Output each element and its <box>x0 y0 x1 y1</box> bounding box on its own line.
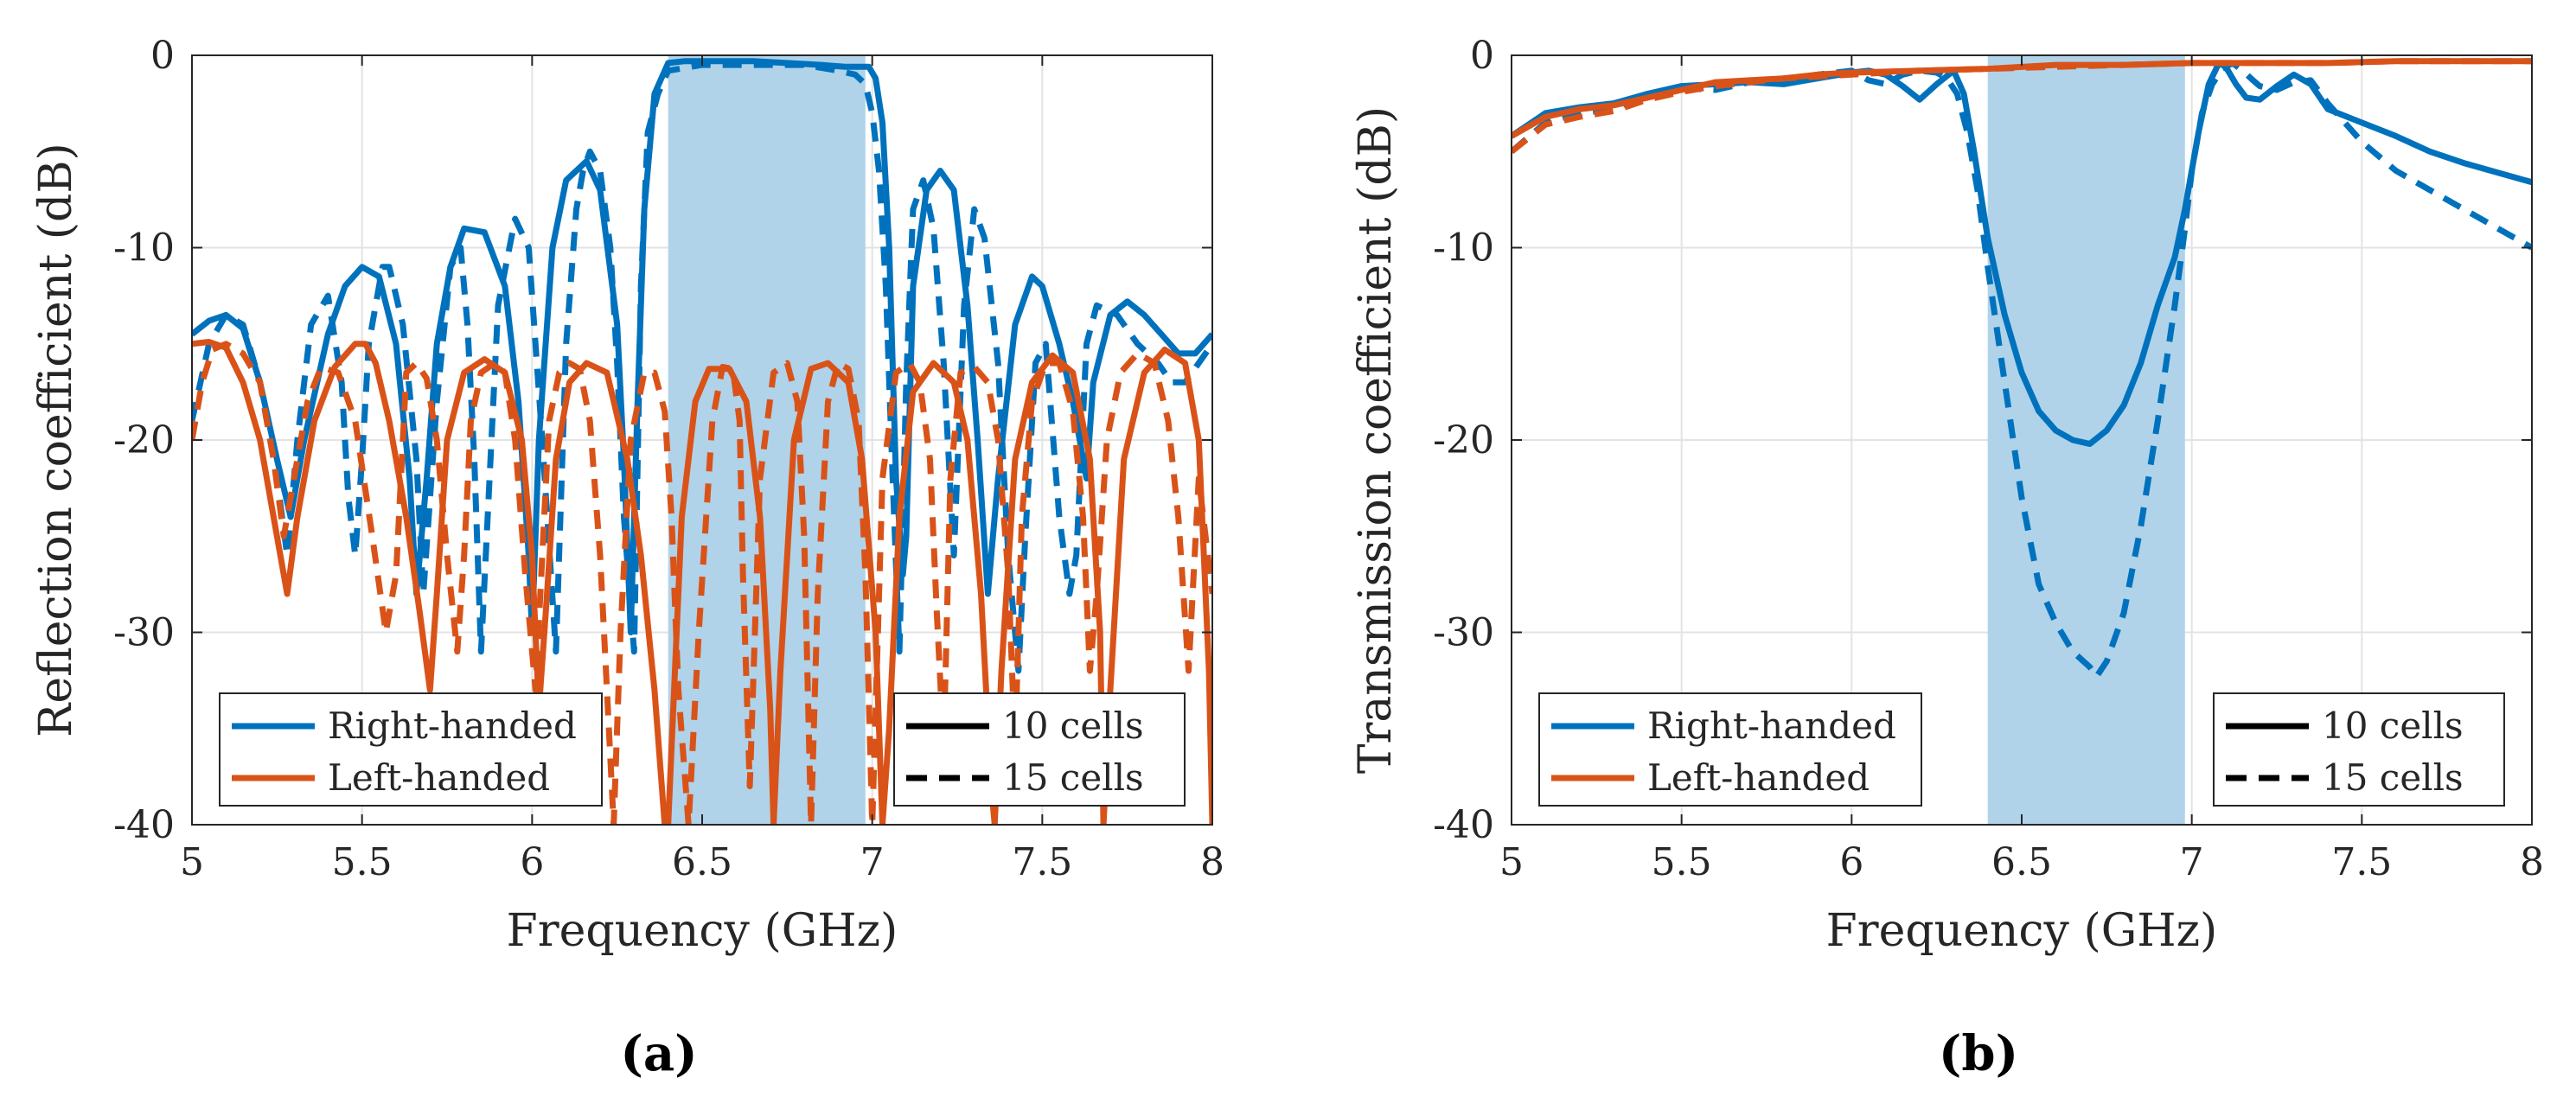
series-line-right-handed-10-cells <box>1512 60 2532 447</box>
x-tick-label: 5 <box>1499 840 1524 884</box>
legend-label: 15 cells <box>2322 756 2464 799</box>
y-axis-label: Transmission coefficient (dB) <box>1350 106 1402 774</box>
x-tick-label: 7 <box>860 840 885 884</box>
x-tick-label: 7 <box>2180 840 2204 884</box>
legend-cells: 10 cells 15 cells <box>893 692 1186 807</box>
x-tick-label: 6.5 <box>672 840 732 884</box>
legend-label: Left-handed <box>1647 756 1870 799</box>
x-tick-label: 8 <box>1200 840 1224 884</box>
legend-box <box>893 692 1186 807</box>
x-axis-label: Frequency (GHz) <box>1826 905 2218 957</box>
legend-box <box>2213 692 2505 807</box>
x-tick-label: 5.5 <box>1652 840 1712 884</box>
x-tick-label: 6 <box>520 840 544 884</box>
x-tick-label: 6.5 <box>1991 840 2052 884</box>
series-line-right-handed-10-cells <box>192 58 1212 635</box>
legend-label: Right-handed <box>1647 705 1896 747</box>
x-tick-label: 7.5 <box>1012 840 1072 884</box>
x-tick-label: 5 <box>180 840 204 884</box>
series-line-left-handed-15-cells <box>1512 58 2532 155</box>
x-tick-label: 8 <box>2520 840 2544 884</box>
legend-label: 15 cells <box>1002 756 1144 799</box>
series-line-left-handed-15-cells <box>192 341 1212 825</box>
panel-label: (b) <box>1939 1025 2018 1082</box>
y-tick-label: -20 <box>1433 418 1494 462</box>
panel-b: 5 5.5 6 6.5 7 7.5 8 0 -10 -20 -30 -40 Frequency (GHz… <box>1350 34 2544 1082</box>
x-tick-label: 5.5 <box>332 840 393 884</box>
legend-label: 10 cells <box>2322 705 2464 747</box>
x-tick-label: 7.5 <box>2331 840 2392 884</box>
legend-label: Left-handed <box>328 756 550 799</box>
panel-a: 5 5.5 6 6.5 7 7.5 8 0 -10 -20 -30 -40 Frequency (GHz… <box>30 34 1224 1082</box>
legend-label: 10 cells <box>1002 705 1144 747</box>
legend-handedness: Right-handed Left-handed <box>1538 692 1922 807</box>
series-line-right-handed-15-cells <box>192 61 1212 674</box>
legend-handedness: Right-handed Left-handed <box>219 692 603 807</box>
legend-box <box>219 692 603 807</box>
legend-box <box>1538 692 1922 807</box>
y-tick-label: -20 <box>113 418 175 462</box>
shaded-band <box>1987 55 2185 825</box>
series-line-right-handed-15-cells <box>1512 60 2532 680</box>
y-tick-label: 0 <box>150 34 175 78</box>
legend-cells: 10 cells 15 cells <box>2213 692 2505 807</box>
y-axis-label: Reflection coefficient (dB) <box>30 143 82 737</box>
y-tick-label: -30 <box>1433 611 1494 655</box>
y-tick-label: -40 <box>113 803 175 847</box>
panel-label: (a) <box>620 1025 697 1082</box>
legend-label: Right-handed <box>328 705 577 747</box>
x-tick-label: 6 <box>1839 840 1863 884</box>
y-tick-label: -10 <box>1433 226 1494 271</box>
x-axis-label: Frequency (GHz) <box>507 905 898 957</box>
y-tick-label: -30 <box>113 611 175 655</box>
y-tick-label: 0 <box>1470 34 1494 78</box>
y-tick-label: -10 <box>113 226 175 271</box>
y-tick-label: -40 <box>1433 803 1494 847</box>
